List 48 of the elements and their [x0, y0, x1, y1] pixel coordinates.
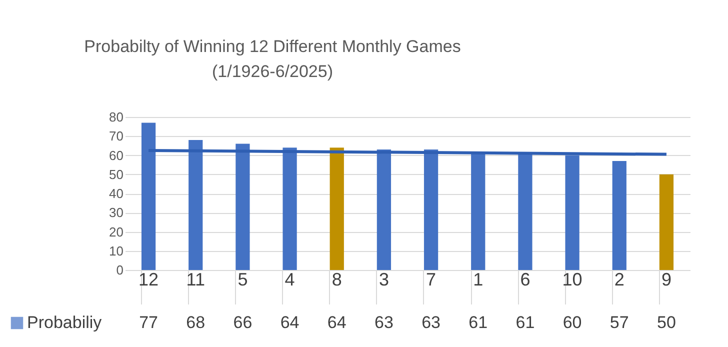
bar: [188, 140, 203, 270]
y-tick-label: 30: [109, 205, 124, 220]
data-label: 77: [139, 313, 158, 332]
bar: [236, 144, 250, 270]
y-tick-label: 50: [109, 166, 124, 182]
data-label: 63: [374, 313, 394, 332]
chart-title: Probabilty of Winning 12 Different Monthly Games: [84, 37, 461, 56]
bar: [471, 153, 486, 270]
legend-label: Probabiliy: [27, 313, 102, 332]
x-tick-label: 2: [614, 270, 624, 290]
x-tick-label: 9: [661, 270, 672, 290]
data-label: 64: [327, 313, 346, 332]
bar: [330, 148, 344, 270]
bar: [141, 122, 156, 270]
y-tick-label: 0: [116, 262, 124, 278]
data-label: 68: [186, 313, 206, 332]
bar: [424, 150, 438, 270]
data-label: 63: [422, 313, 441, 332]
x-tick-label: 12: [138, 270, 159, 290]
chart-subtitle: (1/1926-6/2025): [212, 62, 333, 81]
bar: [376, 150, 392, 270]
data-label: 66: [233, 313, 252, 332]
data-label: 64: [280, 313, 300, 332]
x-tick-label: 8: [332, 270, 342, 290]
bar: [612, 160, 626, 270]
y-tick-label: 20: [109, 224, 124, 240]
x-tick-label: 4: [284, 270, 295, 290]
x-tick-label: 1: [473, 270, 484, 290]
bar: [518, 153, 532, 270]
y-tick-label: 10: [109, 243, 124, 258]
bar: [659, 174, 674, 270]
data-label: 50: [656, 313, 676, 332]
x-tick-label: 7: [426, 270, 436, 290]
y-tick-label: 60: [109, 148, 124, 163]
y-tick-label: 70: [109, 128, 124, 144]
data-label: 60: [562, 313, 582, 332]
bar: [282, 148, 297, 270]
bar: [565, 155, 580, 270]
x-tick-label: 3: [378, 270, 389, 290]
y-tick-label: 80: [109, 110, 124, 124]
y-tick-label: 40: [109, 186, 124, 201]
x-tick-label: 5: [238, 270, 248, 290]
data-label: 57: [610, 313, 629, 332]
x-tick-label: 10: [562, 270, 582, 290]
data-label: 61: [516, 313, 535, 332]
data-label: 61: [468, 313, 488, 332]
x-tick-label: 6: [520, 270, 530, 290]
x-tick-label: 11: [186, 270, 205, 290]
